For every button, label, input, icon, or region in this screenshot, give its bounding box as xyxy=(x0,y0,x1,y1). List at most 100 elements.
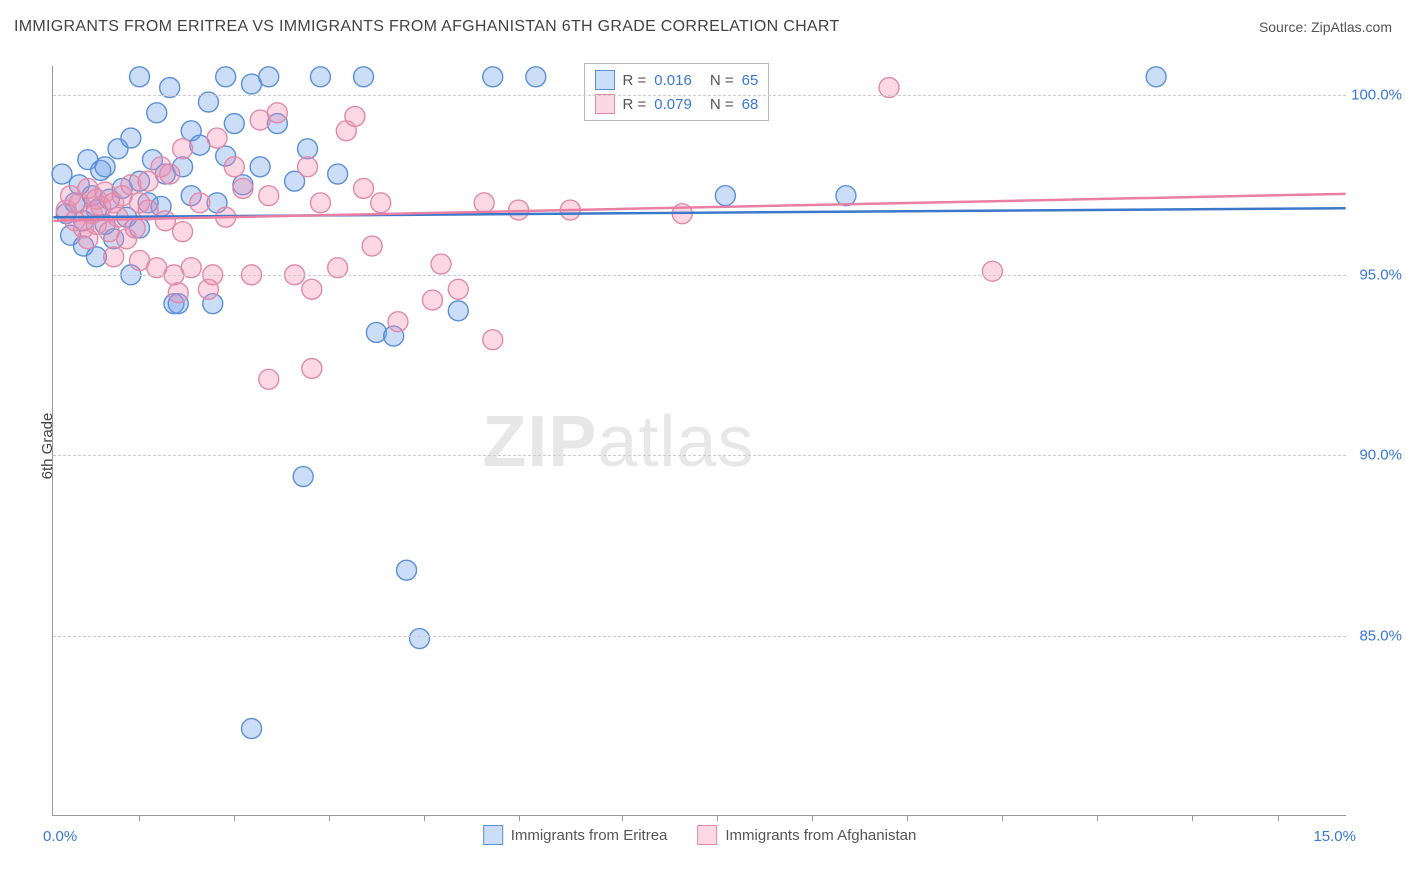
legend-bottom-item: Immigrants from Afghanistan xyxy=(697,825,916,845)
y-tick-label: 95.0% xyxy=(1359,267,1402,284)
scatter-point xyxy=(190,193,210,213)
scatter-point xyxy=(298,157,318,177)
scatter-point xyxy=(216,67,236,87)
x-tick xyxy=(1192,815,1193,821)
scatter-point xyxy=(431,254,451,274)
scatter-point xyxy=(155,211,175,231)
scatter-point xyxy=(259,186,279,206)
scatter-point xyxy=(345,106,365,126)
gridline-h xyxy=(53,455,1346,456)
legend-top-row: R =0.016N =65 xyxy=(595,68,759,92)
scatter-point xyxy=(310,67,330,87)
scatter-point xyxy=(310,193,330,213)
scatter-point xyxy=(982,261,1002,281)
scatter-point xyxy=(397,560,417,580)
y-tick-label: 90.0% xyxy=(1359,447,1402,464)
scatter-point xyxy=(130,67,150,87)
source-attribution: Source: ZipAtlas.com xyxy=(1259,19,1392,35)
y-tick-label: 100.0% xyxy=(1351,86,1402,103)
legend-n-value: 65 xyxy=(742,72,759,89)
x-tick xyxy=(717,815,718,821)
legend-series-label: Immigrants from Eritrea xyxy=(511,827,668,844)
scatter-point xyxy=(526,67,546,87)
scatter-point xyxy=(354,67,374,87)
scatter-point xyxy=(95,157,115,177)
y-tick-label: 85.0% xyxy=(1359,627,1402,644)
x-tick xyxy=(907,815,908,821)
legend-swatch xyxy=(483,825,503,845)
scatter-point xyxy=(354,178,374,198)
scatter-point xyxy=(298,139,318,159)
plot-area: ZIPatlas R =0.016N =65R =0.079N =68 Immi… xyxy=(52,66,1346,816)
legend-n-label: N = xyxy=(710,72,734,89)
scatter-point xyxy=(52,164,72,184)
scatter-point xyxy=(207,128,227,148)
scatter-point xyxy=(410,629,430,649)
scatter-point xyxy=(168,283,188,303)
scatter-point xyxy=(448,301,468,321)
scatter-point xyxy=(388,312,408,332)
scatter-point xyxy=(104,247,124,267)
scatter-point xyxy=(242,719,262,739)
scatter-point xyxy=(483,67,503,87)
legend-n-value: 68 xyxy=(742,96,759,113)
scatter-point xyxy=(173,222,193,242)
legend-swatch xyxy=(595,94,615,114)
title-bar: IMMIGRANTS FROM ERITREA VS IMMIGRANTS FR… xyxy=(14,18,1392,36)
legend-r-value: 0.016 xyxy=(654,72,692,89)
chart-svg xyxy=(53,66,1346,815)
x-axis-label-max: 15.0% xyxy=(1313,828,1356,845)
scatter-point xyxy=(362,236,382,256)
scatter-point xyxy=(328,164,348,184)
x-tick xyxy=(234,815,235,821)
legend-swatch xyxy=(595,70,615,90)
scatter-point xyxy=(483,330,503,350)
x-tick xyxy=(622,815,623,821)
scatter-point xyxy=(121,128,141,148)
scatter-point xyxy=(474,193,494,213)
scatter-point xyxy=(836,186,856,206)
legend-series-label: Immigrants from Afghanistan xyxy=(725,827,916,844)
scatter-point xyxy=(715,186,735,206)
scatter-point xyxy=(366,322,386,342)
x-tick xyxy=(424,815,425,821)
x-tick xyxy=(1002,815,1003,821)
legend-swatch xyxy=(697,825,717,845)
scatter-point xyxy=(422,290,442,310)
x-tick xyxy=(329,815,330,821)
x-tick xyxy=(1278,815,1279,821)
scatter-point xyxy=(267,103,287,123)
scatter-point xyxy=(125,218,145,238)
scatter-point xyxy=(121,175,141,195)
scatter-point xyxy=(259,67,279,87)
gridline-h xyxy=(53,95,1346,96)
chart-title: IMMIGRANTS FROM ERITREA VS IMMIGRANTS FR… xyxy=(14,18,840,36)
legend-bottom-item: Immigrants from Eritrea xyxy=(483,825,668,845)
x-tick xyxy=(812,815,813,821)
scatter-point xyxy=(224,157,244,177)
legend-bottom: Immigrants from Eritrea Immigrants from A… xyxy=(483,825,917,845)
scatter-point xyxy=(147,103,167,123)
scatter-point xyxy=(293,467,313,487)
scatter-point xyxy=(233,178,253,198)
legend-r-label: R = xyxy=(623,96,647,113)
scatter-point xyxy=(302,279,322,299)
scatter-point xyxy=(160,164,180,184)
x-tick xyxy=(519,815,520,821)
scatter-point xyxy=(173,139,193,159)
x-tick xyxy=(1097,815,1098,821)
scatter-point xyxy=(250,157,270,177)
scatter-point xyxy=(1146,67,1166,87)
scatter-point xyxy=(224,114,244,134)
scatter-point xyxy=(302,358,322,378)
legend-n-label: N = xyxy=(710,96,734,113)
gridline-h xyxy=(53,275,1346,276)
gridline-h xyxy=(53,636,1346,637)
x-tick xyxy=(139,815,140,821)
legend-r-value: 0.079 xyxy=(654,96,692,113)
legend-top: R =0.016N =65R =0.079N =68 xyxy=(584,63,770,121)
scatter-point xyxy=(259,369,279,389)
x-axis-label-min: 0.0% xyxy=(43,828,77,845)
scatter-point xyxy=(371,193,391,213)
scatter-point xyxy=(448,279,468,299)
